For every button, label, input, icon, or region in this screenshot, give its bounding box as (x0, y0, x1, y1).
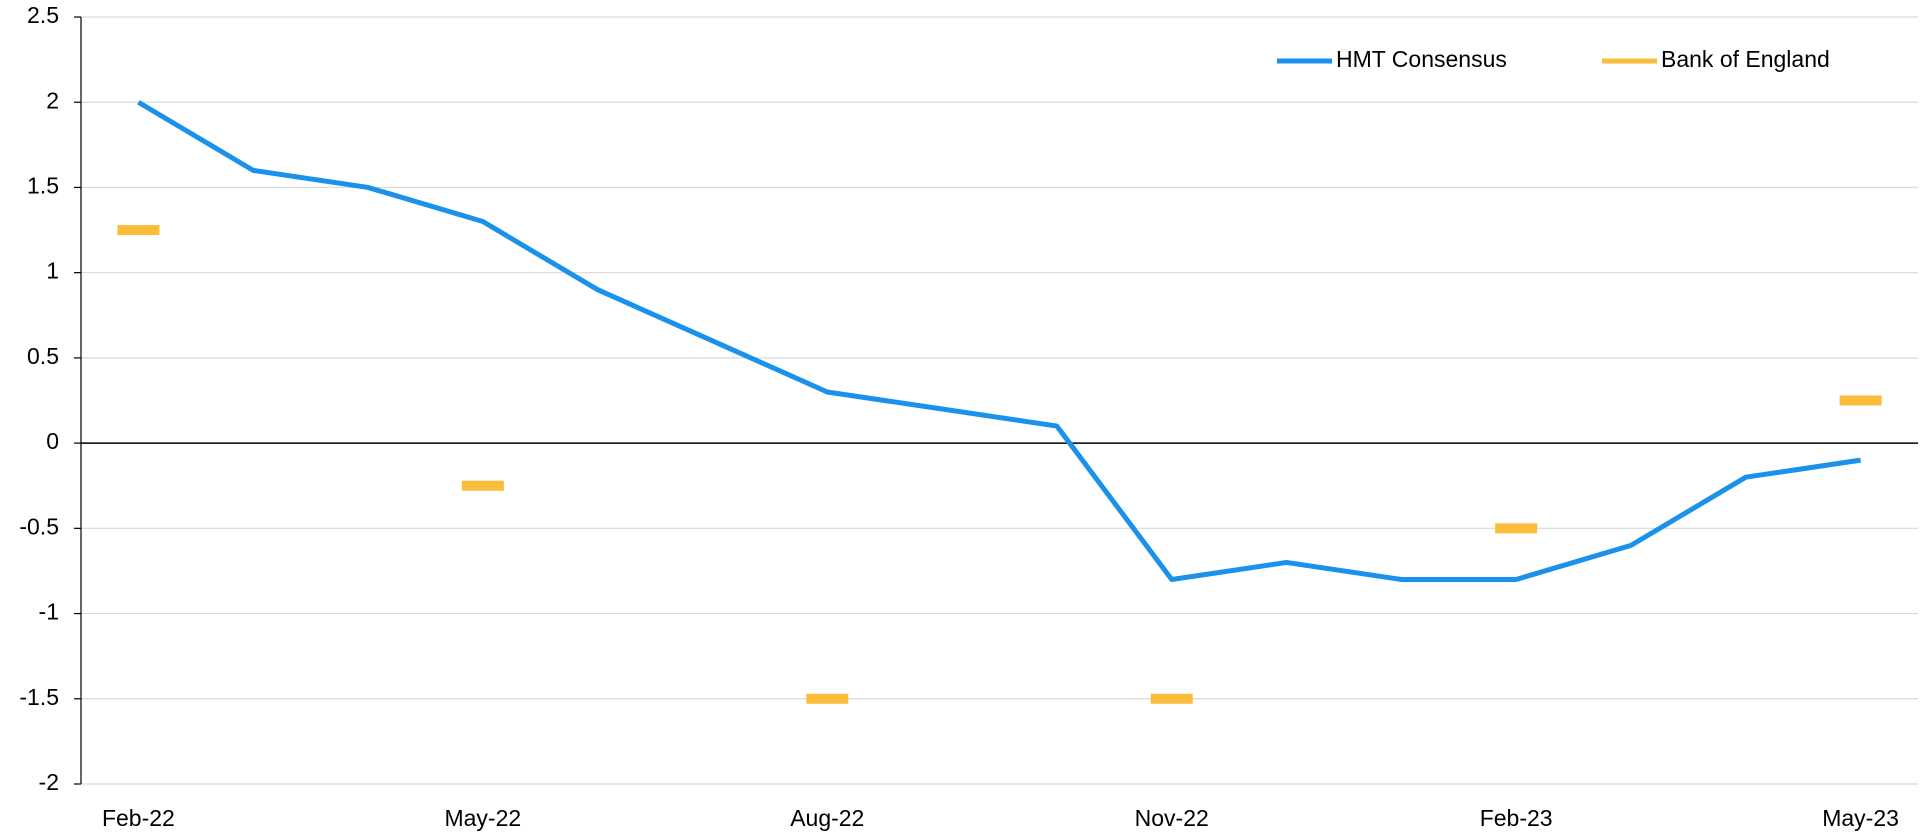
y-tick-label: 1.5 (27, 173, 59, 199)
y-tick-label: -1.5 (19, 684, 59, 710)
x-tick-label: Feb-23 (1480, 805, 1553, 831)
x-tick-label: Feb-22 (102, 805, 175, 831)
y-tick-label: -1 (39, 599, 59, 625)
y-tick-label: -2 (39, 769, 59, 795)
dash-marker (1150, 693, 1193, 704)
dash-marker (1839, 395, 1882, 406)
y-tick-label: 0.5 (27, 343, 59, 369)
x-tick-label: May-22 (444, 805, 521, 831)
dash-marker (1495, 523, 1538, 534)
dash-marker (117, 225, 160, 236)
y-tick-label: 0 (46, 428, 59, 454)
dash-marker (461, 480, 504, 491)
legend-label: Bank of England (1661, 46, 1830, 72)
y-tick-label: 2 (46, 87, 59, 113)
y-tick-label: 2.5 (27, 2, 59, 28)
legend-label: HMT Consensus (1336, 46, 1507, 72)
x-tick-label: Nov-22 (1135, 805, 1209, 831)
x-tick-label: May-23 (1822, 805, 1899, 831)
y-tick-label: -0.5 (19, 513, 59, 539)
x-tick-label: Aug-22 (790, 805, 864, 831)
line-series (137, 100, 1861, 582)
y-tick-label: 1 (46, 258, 59, 284)
dash-marker (806, 693, 849, 704)
